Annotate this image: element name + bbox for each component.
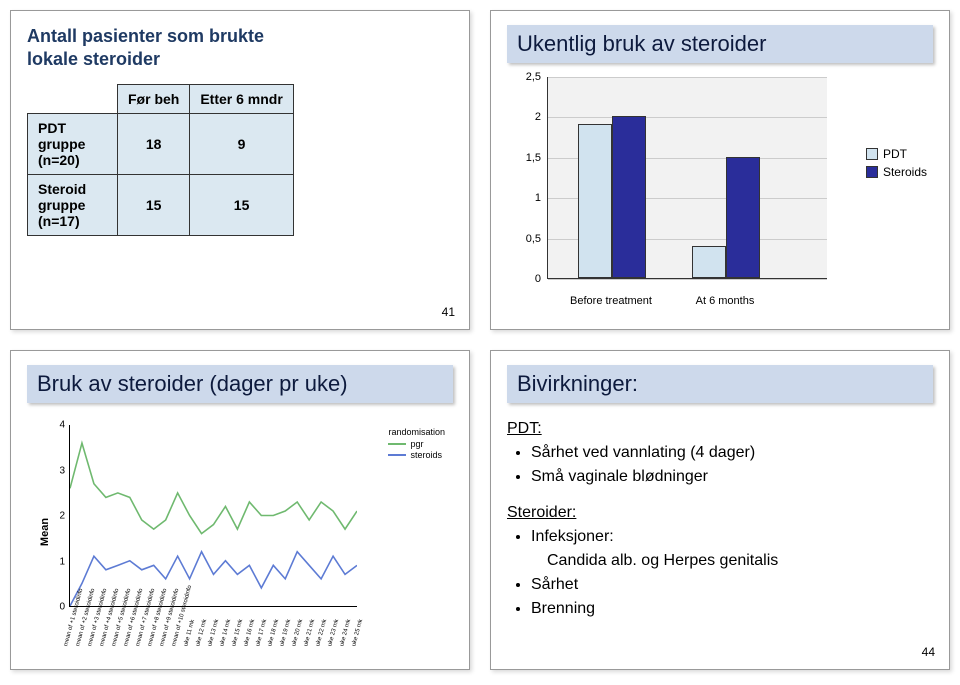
col-blank [28,85,118,114]
steroid-list: Infeksjoner: [531,525,933,549]
legend-swatch [866,148,878,160]
ytick-label: 2,5 [507,71,541,83]
table-row: Steroid gruppe (n=17) 15 15 [28,175,294,236]
legend-label: pgr [410,439,423,449]
ytick-label: 1 [51,556,65,567]
title-line2: lokale steroider [27,49,160,69]
legend-label: PDT [883,147,907,161]
list-item: Små vaginale blødninger [531,465,933,489]
row-label: Steroid gruppe (n=17) [28,175,118,236]
legend-title: randomisation [388,427,445,437]
bar [726,157,760,278]
xlabel: Before treatment [556,295,666,307]
legend-line [388,443,406,445]
xlabel: uke 17 mk [255,619,268,647]
legend-row: steroids [388,450,445,460]
xlabel: uke 11 mk [183,619,196,647]
ytick-label: 2 [51,511,65,522]
pdt-heading: PDT: [507,417,933,441]
cell: 15 [190,175,293,236]
bar-plot-area [547,77,827,279]
xlabel: uke 20 mk [291,619,304,647]
slide-top-left: Antall pasienter som brukte lokale stero… [10,10,470,330]
ytick-label: 1 [507,192,541,204]
line-svg [70,425,357,606]
bar [692,246,726,278]
list-item: Sårhet ved vannlating (4 dager) [531,441,933,465]
patients-table: Før beh Etter 6 mndr PDT gruppe (n=20) 1… [27,84,294,236]
line-chart: Mean 0 1 2 3 4 mean of +1 steroidinfomean of… [27,417,447,647]
xlabel: uke 24 mk [339,619,352,647]
bar [612,116,646,278]
title-line1: Antall pasienter som brukte [27,26,264,46]
legend-line [388,454,406,456]
steroid-list-2: SårhetBrenning [531,573,933,621]
xlabel: uke 15 mk [231,619,244,647]
legend-row: PDT [866,147,927,161]
xlabel: uke 12 mk [195,619,208,647]
ytick-label: 4 [51,420,65,431]
slide-title: Bruk av steroider (dager pr uke) [27,365,453,403]
line-plot-area [69,425,357,607]
xlabel: uke 14 mk [219,619,232,647]
bar [578,124,612,278]
pdt-list: Sårhet ved vannlating (4 dager)Små vagin… [531,441,933,489]
y-axis-label: Mean [39,518,51,546]
ytick-label: 1,5 [507,152,541,164]
xlabel: uke 13 mk [207,619,220,647]
xlabel: uke 23 mk [327,619,340,647]
ytick-label: 0,5 [507,233,541,245]
xlabel: At 6 months [670,295,780,307]
xlabel: uke 19 mk [279,619,292,647]
slide-bottom-left: Bruk av steroider (dager pr uke) Mean 0 1… [10,350,470,670]
cell: 9 [190,114,293,175]
series-line [70,443,357,533]
table-header-row: Før beh Etter 6 mndr [28,85,294,114]
legend-label: Steroids [883,165,927,179]
list-item: Sårhet [531,573,933,597]
line-xlabels: mean of +1 steroidinfomean of +2 steroid… [69,609,357,647]
legend-row: Steroids [866,165,927,179]
slide-top-right: Ukentlig bruk av steroider 00,511,522,5 … [490,10,950,330]
list-item: Candida alb. og Herpes genitalis [547,549,933,573]
ytick-label: 0 [51,602,65,613]
slide-title: Bivirkninger: [507,365,933,403]
bar-legend: PDT Steroids [866,147,927,183]
cell: 18 [118,114,190,175]
table-row: PDT gruppe (n=20) 18 9 [28,114,294,175]
xlabel: uke 22 mk [315,619,328,647]
steroid-section: Steroider: Infeksjoner: Candida alb. og … [507,501,933,621]
side-effects-body: PDT: Sårhet ved vannlating (4 dager)Små … [507,417,933,621]
slide-title: Ukentlig bruk av steroider [507,25,933,63]
xlabel: uke 16 mk [243,619,256,647]
list-item: Infeksjoner: [531,525,933,549]
steroid-sublist: Candida alb. og Herpes genitalis [547,549,933,573]
col-before: Før beh [118,85,190,114]
steroid-heading: Steroider: [507,501,933,525]
ytick-label: 0 [507,273,541,285]
page-number: 41 [442,305,455,319]
xlabel: uke 21 mk [303,619,316,647]
pdt-section: PDT: Sårhet ved vannlating (4 dager)Små … [507,417,933,489]
cell: 15 [118,175,190,236]
ytick-label: 3 [51,465,65,476]
page-number: 44 [922,645,935,659]
ytick-label: 2 [507,111,541,123]
legend-swatch [866,166,878,178]
bar-chart: 00,511,522,5 Before treatmentAt 6 months… [507,77,927,307]
row-label: PDT gruppe (n=20) [28,114,118,175]
col-after: Etter 6 mndr [190,85,293,114]
xlabel: uke 18 mk [267,619,280,647]
legend-row: pgr [388,439,445,449]
slide-bottom-right: Bivirkninger: PDT: Sårhet ved vannlating… [490,350,950,670]
line-legend: randomisation pgrsteroids [388,427,445,461]
list-item: Brenning [531,597,933,621]
legend-label: steroids [410,450,442,460]
slide-title: Antall pasienter som brukte lokale stero… [27,25,453,70]
xlabel: uke 25 mk [351,619,364,647]
